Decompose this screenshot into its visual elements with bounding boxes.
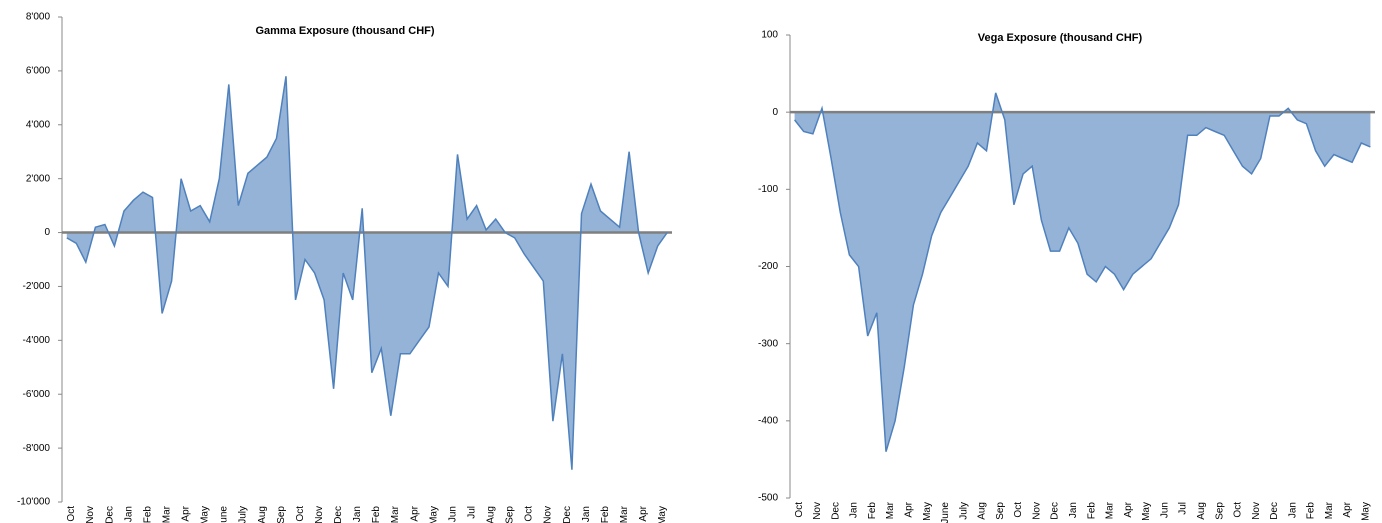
x-tick-label: Oct <box>794 502 805 518</box>
x-tick-label: Feb <box>600 506 611 523</box>
x-tick-label: Jul <box>1178 502 1189 515</box>
y-tick-label: -200 <box>758 261 778 272</box>
x-tick-label: June <box>219 506 230 523</box>
x-tick-label: Oct <box>1013 502 1024 518</box>
y-tick-label: -500 <box>758 493 778 504</box>
x-tick-label: Mar <box>1324 501 1335 519</box>
x-tick-label: Mar <box>1105 501 1116 519</box>
x-tick-label: Nov <box>1031 502 1042 520</box>
y-tick-label: -8'000 <box>23 443 51 454</box>
area-fill <box>794 92 1371 452</box>
y-tick-label: -400 <box>758 415 778 426</box>
x-tick-label: May <box>657 506 668 523</box>
x-tick-label: Oct <box>1233 502 1244 518</box>
x-tick-label: Apr <box>1342 501 1353 517</box>
x-tick-label: July <box>238 506 249 523</box>
x-tick-label: Apr <box>1123 501 1134 517</box>
x-tick-label: Sep <box>276 506 287 523</box>
y-tick-label: 2'000 <box>26 173 51 184</box>
y-tick-label: -10'000 <box>17 497 50 508</box>
x-tick-label: Aug <box>257 506 268 523</box>
x-tick-label: Jan <box>123 506 134 522</box>
x-tick-label: Sep <box>1214 502 1225 520</box>
y-tick-label: -2'000 <box>23 281 51 292</box>
x-tick-label: Nov <box>314 506 325 523</box>
y-tick-label: 4'000 <box>26 119 51 130</box>
x-tick-label: June <box>940 502 951 523</box>
x-tick-label: Nov <box>812 502 823 520</box>
y-tick-label: 100 <box>761 30 778 41</box>
x-tick-label: Dec <box>1050 502 1061 520</box>
x-tick-label: Dec <box>562 506 573 523</box>
x-tick-label: Sep <box>995 502 1006 520</box>
x-tick-label: Jul <box>466 506 477 519</box>
x-tick-label: Apr <box>903 501 914 517</box>
x-tick-label: Jun <box>1159 502 1170 518</box>
x-tick-label: Nov <box>85 506 96 523</box>
x-tick-label: Mar <box>619 505 630 523</box>
x-tick-label: May <box>428 506 439 523</box>
x-tick-label: Jun <box>447 506 458 522</box>
x-tick-label: Jan <box>352 506 363 522</box>
x-tick-label: Feb <box>371 506 382 523</box>
chart-title: Gamma Exposure (thousand CHF) <box>255 25 434 37</box>
x-tick-label: Aug <box>977 502 988 520</box>
x-tick-label: Dec <box>830 502 841 520</box>
y-tick-label: -4'000 <box>23 335 51 346</box>
y-tick-label: 6'000 <box>26 66 51 77</box>
x-tick-label: Aug <box>486 506 497 523</box>
x-tick-label: Oct <box>524 506 535 522</box>
x-tick-label: Dec <box>333 506 344 523</box>
x-tick-label: Mar <box>885 501 896 519</box>
y-tick-label: 0 <box>772 107 778 118</box>
x-tick-label: Oct <box>295 506 306 522</box>
y-tick-label: -300 <box>758 338 778 349</box>
y-tick-label: -6'000 <box>23 389 51 400</box>
x-tick-label: Aug <box>1196 502 1207 520</box>
chart-title: Vega Exposure (thousand CHF) <box>978 32 1143 44</box>
x-tick-label: Nov <box>1251 502 1262 520</box>
x-tick-label: Jan <box>849 502 860 518</box>
x-tick-label: Nov <box>543 506 554 523</box>
x-tick-label: Mar <box>390 505 401 523</box>
y-tick-label: 0 <box>44 227 50 238</box>
x-tick-label: Jan <box>1068 502 1079 518</box>
x-tick-label: May <box>922 502 933 521</box>
x-tick-label: Feb <box>1306 502 1317 520</box>
x-tick-label: Feb <box>1086 502 1097 520</box>
x-tick-label: Apr <box>638 505 649 521</box>
area-fill <box>66 76 668 470</box>
x-tick-label: Mar <box>161 505 172 523</box>
area-line <box>794 92 1371 452</box>
x-tick-label: Feb <box>867 502 878 520</box>
x-tick-label: May <box>200 506 211 523</box>
x-tick-label: Dec <box>104 506 115 523</box>
x-tick-label: Apr <box>409 505 420 521</box>
x-tick-label: Jan <box>1287 502 1298 518</box>
y-tick-label: -100 <box>758 184 778 195</box>
x-tick-label: July <box>958 502 969 520</box>
x-tick-label: Jan <box>581 506 592 522</box>
x-tick-label: Oct <box>66 506 77 522</box>
area-line <box>66 76 668 470</box>
x-tick-label: Dec <box>1269 502 1280 520</box>
x-tick-label: May <box>1361 502 1372 521</box>
x-tick-label: May <box>1141 502 1152 521</box>
y-tick-label: 8'000 <box>26 12 51 23</box>
x-tick-label: Apr <box>181 505 192 521</box>
x-tick-label: Feb <box>142 506 153 523</box>
x-tick-label: Sep <box>505 506 516 523</box>
